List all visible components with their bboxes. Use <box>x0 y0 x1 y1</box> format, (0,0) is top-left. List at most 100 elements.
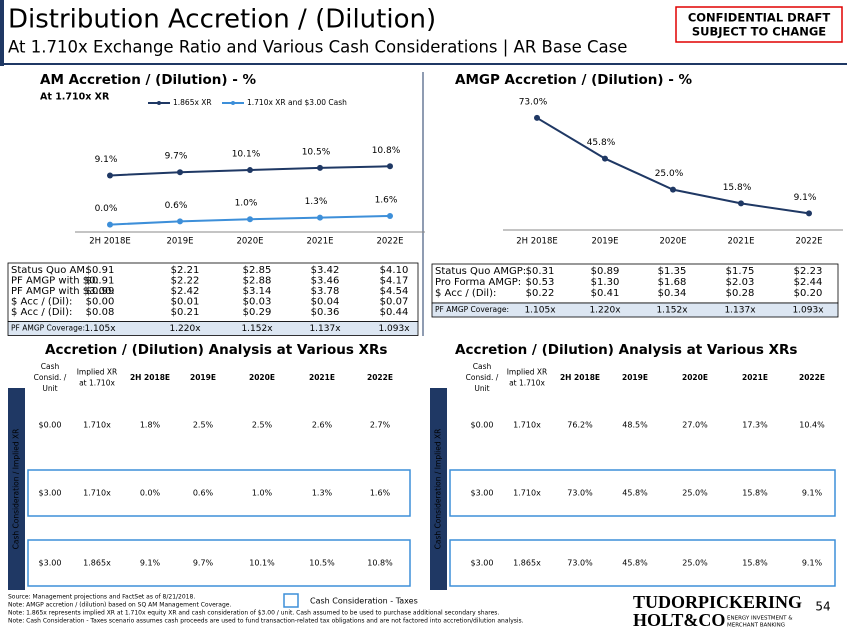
logo-tagline: MERCHANT BANKING <box>727 623 785 629</box>
cell: $3.00 <box>39 489 62 498</box>
cell: $2.44 <box>794 277 823 288</box>
column-header: 2019E <box>190 373 216 382</box>
row-label: PF AMGP with $3.00: <box>11 286 115 297</box>
cell: 1.710x <box>83 489 111 498</box>
coverage-cell: 1.093x <box>378 324 410 334</box>
side-label: Cash Consideration / Implied XR <box>434 429 443 550</box>
cell: $0.22 <box>526 288 555 299</box>
cell: 9.1% <box>802 559 823 568</box>
highlight-box <box>27 469 411 517</box>
column-header: 2H 2018E <box>130 373 170 382</box>
cell: 1.6% <box>370 489 391 498</box>
cell: $0.00 <box>39 421 62 430</box>
data-point <box>387 163 393 170</box>
cell: 9.1% <box>140 559 161 568</box>
data-label: 10.5% <box>302 147 331 157</box>
column-header: Unit <box>42 384 57 393</box>
x-tick-label: 2021E <box>727 237 754 247</box>
legend-label: Cash Consideration - Taxes <box>310 597 418 606</box>
data-point <box>317 214 323 221</box>
column-header: Implied XR <box>77 368 118 377</box>
data-label: 1.3% <box>305 197 328 207</box>
cell: 2.7% <box>370 421 391 430</box>
cell: 25.0% <box>682 489 708 498</box>
data-point <box>738 200 744 207</box>
cell: $1.75 <box>726 266 755 277</box>
highlight-box <box>27 539 411 587</box>
data-point <box>107 172 113 179</box>
cell: $0.34 <box>658 288 687 299</box>
column-header: 2020E <box>249 373 275 382</box>
cell: $2.03 <box>726 277 755 288</box>
cell: $0.04 <box>311 297 340 308</box>
side-bar <box>8 388 25 590</box>
coverage-cell: 1.105x <box>84 324 116 334</box>
data-label: 1.0% <box>235 199 258 209</box>
column-header: Unit <box>474 384 489 393</box>
cell: $2.21 <box>171 265 200 276</box>
cell: $3.42 <box>311 265 340 276</box>
cell: 1.710x <box>513 489 541 498</box>
x-tick-label: 2H 2018E <box>516 237 558 247</box>
cell: 10.4% <box>799 421 825 430</box>
cell: 45.8% <box>622 489 648 498</box>
logo-name: HOLT&CO <box>633 610 725 630</box>
column-header: Consid. / <box>34 373 67 382</box>
data-label: 10.1% <box>232 150 261 160</box>
coverage-cell: 1.093x <box>792 306 824 316</box>
cell: 10.1% <box>249 559 275 568</box>
column-header: Implied XR <box>507 368 548 377</box>
cell: 2.5% <box>193 421 214 430</box>
row-label: PF AMGP with $0: <box>11 276 99 287</box>
cell: $3.00 <box>471 489 494 498</box>
cell: $0.99 <box>86 286 115 297</box>
cell: 1.3% <box>312 489 333 498</box>
cell: $0.03 <box>243 297 272 308</box>
cell: 10.8% <box>367 559 393 568</box>
row-label: Status Quo AM: <box>11 265 88 276</box>
cell: 73.0% <box>567 489 593 498</box>
cell: $0.53 <box>526 277 555 288</box>
header-accent <box>0 0 4 66</box>
row-label: $ Acc / (Dil): <box>11 297 72 308</box>
cell: $2.88 <box>243 276 272 287</box>
data-point <box>247 167 253 174</box>
cell: 45.8% <box>622 559 648 568</box>
highlight-box <box>449 539 836 587</box>
cell: $4.10 <box>380 265 409 276</box>
section-title: Accretion / (Dilution) Analysis at Vario… <box>45 342 387 358</box>
chart-title: AM Accretion / (Dilution) - % <box>40 72 257 88</box>
cell: $3.78 <box>311 286 340 297</box>
cell: 15.8% <box>742 559 768 568</box>
data-point <box>387 212 393 219</box>
data-point <box>602 155 608 162</box>
cell: $0.07 <box>380 297 409 308</box>
cell: 73.0% <box>567 559 593 568</box>
coverage-cell: 1.137x <box>724 306 756 316</box>
footnote: Note: AMGP accretion / (dilution) based … <box>8 602 231 609</box>
footnote: Note: 1.865x represents implied XR at 1.… <box>8 610 499 617</box>
confidential-box <box>675 6 843 43</box>
data-label: 25.0% <box>655 169 684 179</box>
legend-box <box>283 593 299 608</box>
chart-title: AMGP Accretion / (Dilution) - % <box>455 72 693 88</box>
cell: $2.23 <box>794 266 823 277</box>
x-tick-label: 2022E <box>795 237 822 247</box>
data-label: 0.6% <box>165 201 188 211</box>
cell: $0.08 <box>86 307 115 318</box>
cell: 9.1% <box>802 489 823 498</box>
x-tick-label: 2021E <box>306 237 333 247</box>
column-header: Consid. / <box>466 373 499 382</box>
cell: 1.8% <box>140 421 161 430</box>
coverage-cell: 1.105x <box>524 306 556 316</box>
cell: 1.710x <box>513 421 541 430</box>
coverage-cell: 1.152x <box>241 324 273 334</box>
cell: 9.7% <box>193 559 214 568</box>
cell: $0.20 <box>794 288 823 299</box>
coverage-cell: 1.137x <box>309 324 341 334</box>
data-point <box>177 218 183 225</box>
coverage-label: PF AMGP Coverage: <box>435 305 509 314</box>
coverage-cell: 1.152x <box>656 306 688 316</box>
x-tick-label: 2020E <box>236 237 263 247</box>
coverage-cell: 1.220x <box>169 324 201 334</box>
